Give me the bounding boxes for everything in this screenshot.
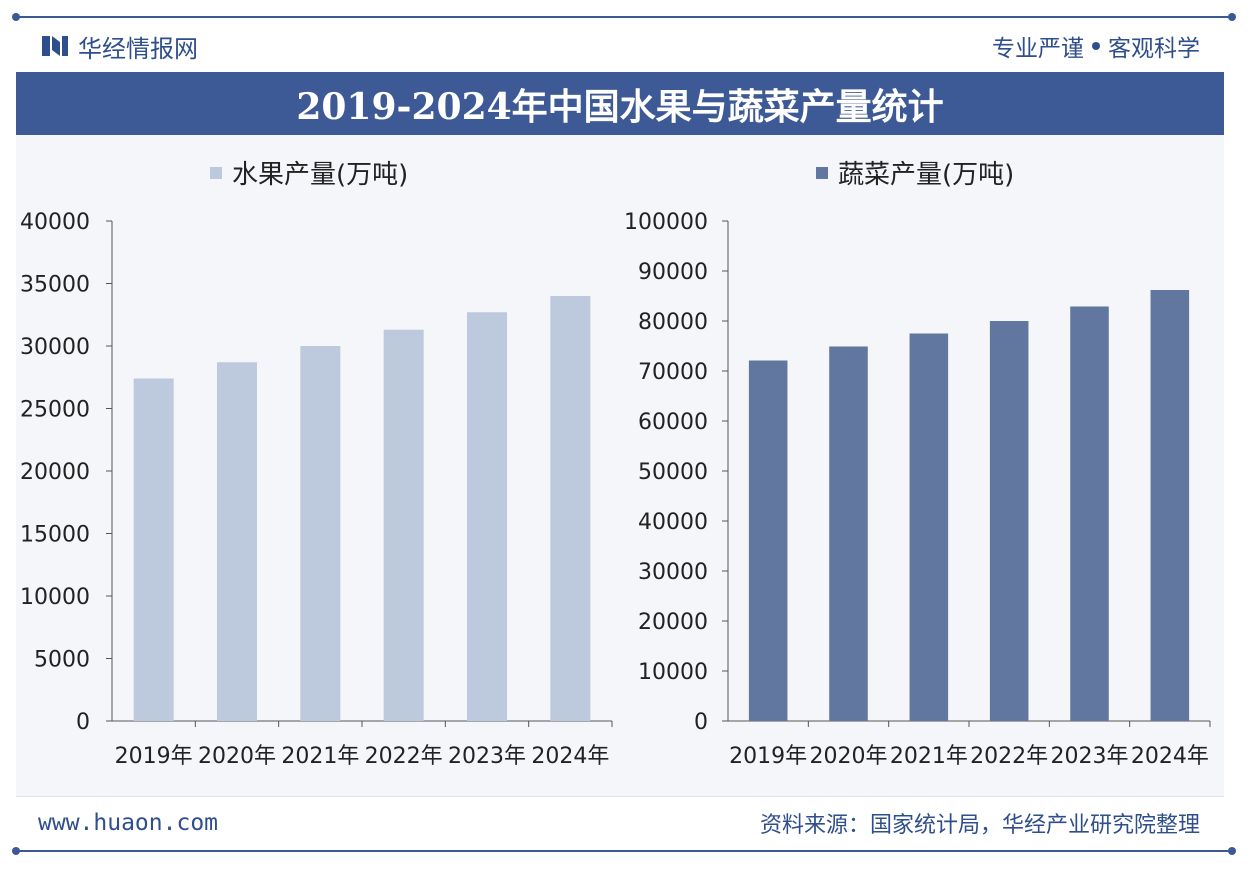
chart-1-bar-1 xyxy=(829,346,868,721)
chart-0-legend-label: 水果产量(万吨) xyxy=(232,160,408,190)
brand-name: 华经情报网 xyxy=(78,34,198,63)
chart-0-bar-4 xyxy=(467,312,507,721)
chart-1-y-tick-label: 10000 xyxy=(638,660,708,685)
chart-1-bar-0 xyxy=(748,360,788,721)
chart-1-y-tick-label: 30000 xyxy=(638,560,708,585)
chart-1-legend-swatch xyxy=(816,167,828,179)
footer-url: www.huaon.com xyxy=(38,810,219,836)
separator-dot-icon xyxy=(1092,42,1100,50)
chart-0-bar-3 xyxy=(383,329,424,721)
chart-1-bar-4 xyxy=(1070,306,1109,721)
slogan-right: 客观科学 xyxy=(1108,36,1200,62)
bottom-border-line xyxy=(12,847,1236,855)
chart-0-bar-1 xyxy=(217,362,257,721)
chart-0-y-tick-label: 30000 xyxy=(20,335,90,360)
chart-0-y-tick-label: 5000 xyxy=(34,648,90,673)
chart-0-bar-0 xyxy=(133,378,174,721)
footer: www.huaon.com 资料来源：国家统计局，华经产业研究院整理 xyxy=(16,796,1224,849)
brand-logo: 华经情报网 xyxy=(42,28,198,64)
chart-0-y-tick-label: 35000 xyxy=(20,273,90,298)
footer-source: 资料来源：国家统计局，华经产业研究院整理 xyxy=(759,813,1200,838)
chart-title: 2019-2024年中国水果与蔬菜产量统计 xyxy=(296,85,944,128)
chart-1-x-tick-label: 2019年 xyxy=(729,744,807,769)
chart-area: 水果产量(万吨) 0 5000 10000 15000 20000 25000 30000 35… xyxy=(16,135,1224,796)
chart-0-bar-2 xyxy=(300,346,341,721)
chart-0-x-tick-label: 2020年 xyxy=(198,744,276,769)
chart-0-y-tick-label: 15000 xyxy=(20,523,90,548)
chart-1-y-tick-label: 80000 xyxy=(638,310,708,335)
slogan: 专业严谨 客观科学 xyxy=(992,28,1200,64)
chart-0-x-tick-label: 2019年 xyxy=(115,744,193,769)
chart-1-x-tick-label: 2022年 xyxy=(970,744,1048,769)
chart-1-y-tick-label: 60000 xyxy=(638,410,708,435)
chart-0-y-tick-label: 0 xyxy=(76,710,90,735)
chart-0-y-tick-label: 20000 xyxy=(20,460,90,485)
slogan-left: 专业严谨 xyxy=(992,36,1084,62)
top-border-line xyxy=(12,13,1236,21)
chart-0-legend-swatch xyxy=(210,167,222,179)
chart-1-bar-5 xyxy=(1150,290,1190,721)
chart-0-y-tick-label: 25000 xyxy=(20,398,90,423)
chart-1-y-tick-label: 0 xyxy=(694,710,708,735)
chart-1-y-tick-label: 90000 xyxy=(638,260,708,285)
chart-1-y-tick-label: 100000 xyxy=(624,210,708,235)
chart-1-legend-label: 蔬菜产量(万吨) xyxy=(838,160,1014,190)
chart-1-bar-3 xyxy=(989,321,1029,721)
chart-0-x-tick-label: 2023年 xyxy=(448,744,526,769)
chart-0-x-tick-label: 2021年 xyxy=(281,744,359,769)
chart-0-x-tick-label: 2022年 xyxy=(365,744,443,769)
chart-1-x-tick-label: 2021年 xyxy=(890,744,968,769)
chart-1-y-tick-label: 50000 xyxy=(638,460,708,485)
chart-1-bar-2 xyxy=(909,333,949,721)
chart-1-y-tick-label: 20000 xyxy=(638,610,708,635)
chart-0-x-tick-label: 2024年 xyxy=(531,744,609,769)
chart-title-banner: 2019-2024年中国水果与蔬菜产量统计 xyxy=(16,72,1224,135)
chart-1-x-tick-label: 2020年 xyxy=(810,744,888,769)
chart-0-y-tick-label: 40000 xyxy=(20,210,90,235)
chart-0-bar-5 xyxy=(550,296,591,721)
chart-0-y-tick-label: 10000 xyxy=(20,585,90,610)
chart-1-y-tick-label: 70000 xyxy=(638,360,708,385)
chart-1-x-tick-label: 2023年 xyxy=(1051,744,1129,769)
brand-icon xyxy=(42,36,68,56)
chart-1-x-tick-label: 2024年 xyxy=(1131,744,1209,769)
charts-svg: 水果产量(万吨) 0 5000 10000 15000 20000 25000 30000 35… xyxy=(20,160,1211,769)
chart-1-y-tick-label: 40000 xyxy=(638,510,708,535)
